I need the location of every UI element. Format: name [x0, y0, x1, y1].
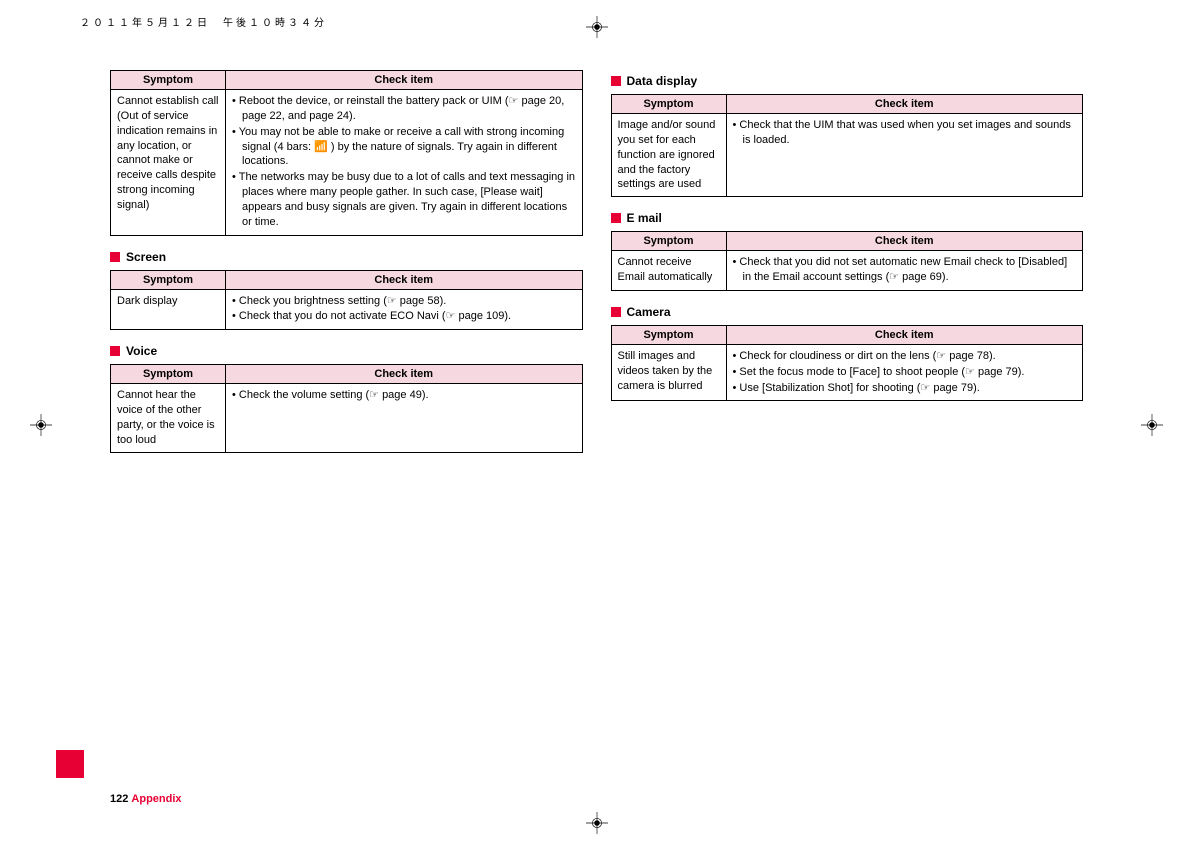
section-data-display: Data display — [611, 74, 1084, 88]
registration-mark-bottom — [586, 812, 608, 834]
page-number: 122 — [110, 793, 128, 805]
section-screen: Screen — [110, 250, 583, 264]
section-camera: Camera — [611, 305, 1084, 319]
th-symptom: Symptom — [111, 270, 226, 289]
check-item: • Reboot the device, or reinstall the ba… — [232, 94, 576, 124]
header-date: ２０１１年５月１２日 午後１０時３４分 — [80, 14, 327, 29]
check-item: • Set the focus mode to [Face] to shoot … — [733, 365, 1077, 380]
section-label: Voice — [126, 344, 157, 358]
th-check: Check item — [726, 325, 1083, 344]
check-item: • Check for cloudiness or dirt on the le… — [733, 349, 1077, 364]
page-edge-tab — [56, 750, 84, 778]
check-item: • Check you brightness setting (☞ page 5… — [232, 294, 576, 309]
th-symptom: Symptom — [611, 232, 726, 251]
th-symptom: Symptom — [111, 71, 226, 90]
td-check: • Check that you did not set automatic n… — [726, 251, 1083, 291]
red-square-icon — [110, 252, 120, 262]
red-square-icon — [611, 76, 621, 86]
th-check: Check item — [726, 95, 1083, 114]
th-check: Check item — [226, 365, 583, 384]
check-item: • Use [Stabilization Shot] for shooting … — [733, 381, 1077, 396]
section-label: Data display — [627, 74, 698, 88]
red-square-icon — [110, 346, 120, 356]
check-item: • Check the volume setting (☞ page 49). — [232, 388, 576, 403]
check-item: • Check that you did not set automatic n… — [733, 255, 1077, 285]
td-check: • Check that the UIM that was used when … — [726, 114, 1083, 197]
td-symptom: Image and/or sound you set for each func… — [611, 114, 726, 197]
table-camera: Symptom Check item Still images and vide… — [611, 325, 1084, 402]
td-check: • Reboot the device, or reinstall the ba… — [226, 90, 583, 236]
td-check: • Check for cloudiness or dirt on the le… — [726, 344, 1083, 401]
td-symptom: Cannot hear the voice of the other party… — [111, 384, 226, 452]
table-screen: Symptom Check item Dark display • Check … — [110, 270, 583, 331]
th-symptom: Symptom — [611, 325, 726, 344]
th-check: Check item — [226, 270, 583, 289]
section-label: Camera — [627, 305, 671, 319]
check-item: • The networks may be busy due to a lot … — [232, 170, 576, 229]
td-check: • Check you brightness setting (☞ page 5… — [226, 289, 583, 330]
section-email: E mail — [611, 211, 1084, 225]
th-check: Check item — [226, 71, 583, 90]
registration-mark-top — [586, 16, 608, 38]
check-item: • Check that you do not activate ECO Nav… — [232, 309, 576, 324]
td-symptom: Cannot receive Email automatically — [611, 251, 726, 291]
left-column: Symptom Check item Cannot establish call… — [110, 70, 583, 790]
th-check: Check item — [726, 232, 1083, 251]
registration-mark-right — [1141, 414, 1163, 436]
check-item: • You may not be able to make or receive… — [232, 125, 576, 170]
td-symptom: Dark display — [111, 289, 226, 330]
red-square-icon — [611, 307, 621, 317]
right-column: Data display Symptom Check item Image an… — [611, 70, 1084, 790]
check-item: • Check that the UIM that was used when … — [733, 118, 1077, 148]
th-symptom: Symptom — [111, 365, 226, 384]
section-name: Appendix — [131, 793, 181, 805]
red-square-icon — [611, 213, 621, 223]
page-footer: 122 Appendix — [110, 793, 182, 805]
section-label: E mail — [627, 211, 662, 225]
td-symptom: Cannot establish call (Out of service in… — [111, 90, 226, 236]
td-check: • Check the volume setting (☞ page 49). — [226, 384, 583, 452]
page-content: Symptom Check item Cannot establish call… — [110, 70, 1083, 790]
table-data-display: Symptom Check item Image and/or sound yo… — [611, 94, 1084, 197]
td-symptom: Still images and videos taken by the cam… — [611, 344, 726, 401]
section-voice: Voice — [110, 344, 583, 358]
th-symptom: Symptom — [611, 95, 726, 114]
table-call: Symptom Check item Cannot establish call… — [110, 70, 583, 236]
section-label: Screen — [126, 250, 166, 264]
table-email: Symptom Check item Cannot receive Email … — [611, 231, 1084, 291]
table-voice: Symptom Check item Cannot hear the voice… — [110, 364, 583, 452]
registration-mark-left — [30, 414, 52, 436]
